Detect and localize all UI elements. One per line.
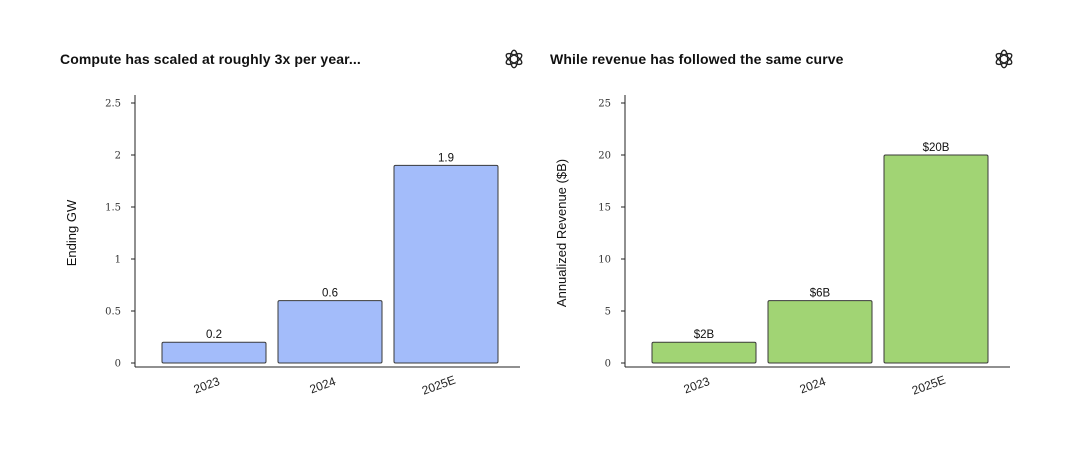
- openai-logo-icon: [505, 49, 523, 69]
- bar: [161, 341, 267, 364]
- chart-title: While revenue has followed the same curv…: [550, 51, 844, 67]
- x-category-label: 2023: [682, 374, 712, 396]
- chart-title: Compute has scaled at roughly 3x per yea…: [60, 51, 361, 67]
- y-tick-label: 0: [605, 359, 611, 370]
- data-label: 0.2: [206, 329, 222, 341]
- y-tick-label: 1: [115, 255, 121, 266]
- openai-logo-icon: [995, 49, 1013, 69]
- x-category-label: 2025E: [910, 373, 947, 398]
- x-category-label: 2025E: [420, 373, 457, 398]
- y-axis-title: Ending GW: [64, 199, 79, 266]
- bar: [393, 164, 499, 364]
- y-tick-label: 15: [598, 203, 611, 214]
- data-label: $2B: [694, 329, 715, 341]
- revenue-chart-panel: While revenue has followed the same curv…: [550, 0, 1040, 454]
- x-category-label: 2024: [798, 374, 828, 396]
- y-axis-title: Annualized Revenue ($B): [554, 159, 569, 307]
- data-label: 0.6: [322, 288, 338, 300]
- data-label: 1.9: [438, 152, 454, 164]
- y-tick-label: 20: [598, 151, 611, 162]
- y-tick-label: 0: [115, 359, 121, 370]
- y-tick-label: 2: [115, 151, 121, 162]
- bar: [883, 154, 989, 364]
- x-category-label: 2023: [192, 374, 222, 396]
- y-tick-label: 25: [598, 99, 611, 110]
- y-tick-label: 1.5: [105, 203, 121, 214]
- y-tick-label: 0.5: [105, 307, 121, 318]
- data-label: $6B: [810, 288, 831, 300]
- data-label: $20B: [923, 142, 950, 154]
- bar: [277, 300, 383, 364]
- y-tick-label: 10: [598, 255, 611, 266]
- y-tick-label: 5: [605, 307, 611, 318]
- compute-bar-chart: 0 0.5 1 1.5 2 2.5 Ending GW 0.2 2023 0.6 2024 1.9 20…: [64, 95, 520, 398]
- y-tick-label: 2.5: [105, 99, 121, 110]
- compute-chart-panel: Compute has scaled at roughly 3x per yea…: [60, 0, 550, 454]
- bar: [651, 341, 757, 364]
- bar: [767, 300, 873, 364]
- x-category-label: 2024: [308, 374, 338, 396]
- revenue-bar-chart: 0 5 10 15 20 25 Annualized Revenue ($B) $2B 2023…: [554, 95, 1010, 398]
